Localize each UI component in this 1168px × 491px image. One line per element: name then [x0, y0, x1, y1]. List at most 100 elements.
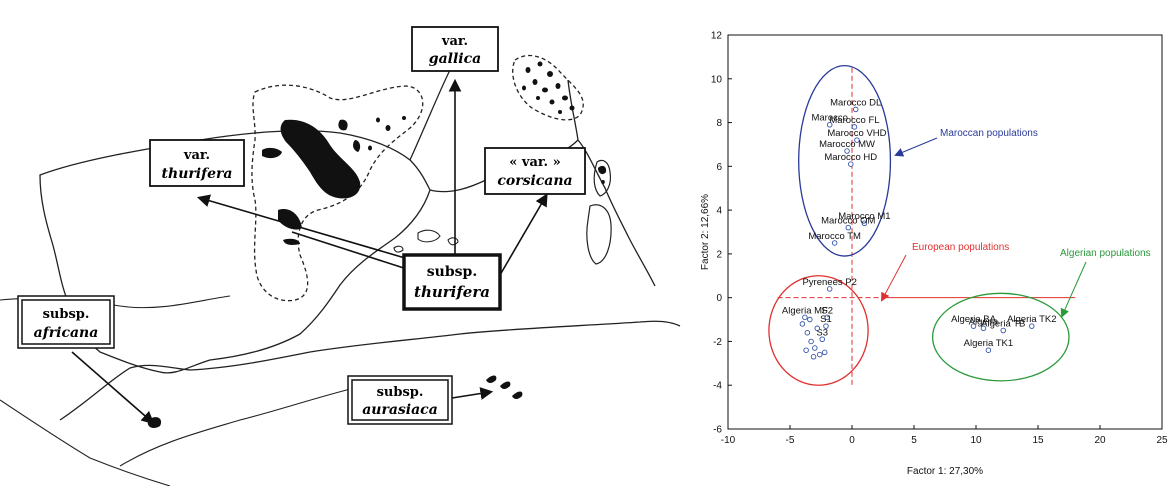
label-var-corsicana: « var. » corsicana — [484, 147, 586, 195]
data-point — [807, 316, 813, 323]
label-prefix: subsp. — [427, 264, 477, 280]
data-point — [848, 161, 854, 167]
balearic-islands — [393, 229, 459, 253]
x-tick-label: 15 — [1032, 435, 1044, 446]
arrow-to-africana-range — [71, 351, 155, 425]
x-tick-label: 20 — [1094, 435, 1106, 446]
group-ellipse — [931, 292, 1070, 382]
label-name: africana — [34, 325, 99, 341]
thurifera-patch — [338, 119, 348, 131]
y-tick-label: -2 — [713, 337, 722, 348]
y-tick-label: 6 — [716, 162, 722, 173]
x-tick-label: 5 — [911, 435, 917, 446]
y-tick-label: 12 — [711, 31, 723, 42]
x-tick-label: -10 — [721, 435, 736, 446]
point-label: Marocco M1 — [838, 211, 890, 222]
group-label: Algerian populations — [1060, 248, 1151, 259]
group-ellipse — [768, 275, 869, 386]
data-point — [826, 286, 833, 292]
point-label: Algeria TK2 — [1007, 314, 1056, 325]
reference-lines — [777, 67, 1076, 386]
data-point — [844, 148, 850, 154]
label-prefix: subsp. — [43, 307, 90, 322]
point-label: Algeria MF — [782, 305, 828, 316]
data-point — [852, 106, 859, 113]
label-prefix: « var. » — [509, 155, 560, 170]
data-point — [1000, 327, 1007, 334]
corsicana-patch — [601, 180, 605, 184]
thurifera-patch — [283, 238, 300, 245]
y-tick-label: 8 — [716, 118, 722, 129]
label-name: aurasiaca — [362, 402, 438, 418]
y-tick-label: 4 — [716, 206, 722, 217]
label-name: thurifera — [162, 166, 233, 182]
x-axis-label: Factor 1: 27,30% — [907, 466, 983, 477]
data-point — [970, 323, 977, 329]
data-point — [819, 336, 825, 343]
data-point — [845, 224, 852, 231]
x-tick-label: 0 — [849, 435, 855, 446]
data-point — [810, 354, 817, 360]
group-label-arrow — [1060, 261, 1087, 318]
point-label: Marocco MW — [819, 139, 875, 150]
data-point — [1029, 323, 1035, 329]
y-tick-label: -4 — [713, 381, 722, 392]
corsica-island — [593, 159, 612, 197]
y-tick-label: -6 — [713, 425, 722, 436]
label-var-thurifera: var. thurifera — [149, 139, 245, 187]
label-prefix: subsp. — [377, 385, 424, 400]
x-axis: -10 -5 0 5 10 15 20 25 — [721, 425, 1168, 446]
data-point — [831, 240, 838, 246]
arrow-to-thurifera-range — [291, 231, 411, 271]
data-point — [808, 338, 814, 345]
point-label: Pyrenees P2 — [802, 277, 856, 288]
label-prefix: var. — [441, 34, 468, 49]
thurifera-patch — [262, 147, 282, 159]
label-var-gallica: var. gallica — [411, 26, 499, 72]
thurifera-patch — [368, 145, 372, 151]
point-label: Marocco OM — [821, 216, 875, 227]
thurifera-patch — [278, 209, 302, 230]
point-label: Marocco — [811, 113, 847, 124]
data-point — [980, 325, 987, 332]
data-point — [817, 351, 823, 358]
label-name: corsicana — [497, 173, 572, 189]
corsicana-patch — [598, 165, 607, 175]
x-tick-label: -5 — [786, 435, 795, 446]
data-point — [799, 321, 806, 327]
point-label: Marocco TM — [808, 231, 861, 242]
data-point — [851, 124, 858, 130]
north-africa-coastline — [59, 320, 681, 421]
atlas-range — [119, 383, 371, 467]
data-point — [802, 314, 808, 321]
arrow-to-corsicana — [499, 193, 548, 276]
point-label: Algeria TK1 — [964, 338, 1013, 349]
label-subsp-africana: subsp. africana — [17, 295, 115, 349]
y-tick-label: 0 — [716, 293, 722, 304]
gallica-range-outline — [512, 55, 584, 121]
plot-frame — [727, 34, 1163, 430]
data-point — [804, 329, 811, 336]
group-ellipse — [798, 64, 892, 257]
label-name: gallica — [429, 51, 481, 67]
point-label: Algeria — [969, 316, 999, 327]
group-label: European populations — [912, 242, 1009, 253]
y-tick-label: 2 — [716, 249, 722, 260]
thurifera-patch — [402, 116, 406, 120]
data-point — [823, 323, 829, 329]
point-label: S3 — [816, 327, 828, 338]
group-label-arrow — [881, 254, 907, 302]
y-tick-label: 10 — [711, 74, 723, 85]
data-point — [985, 347, 992, 353]
point-label: Algeria BA — [951, 314, 997, 325]
group-label: Maroccan populations — [940, 128, 1038, 139]
group-ellipses — [768, 64, 1070, 386]
arrow-to-aurasiaca-range — [451, 387, 494, 400]
thurifera-range-outline — [251, 84, 424, 302]
y-axis-label: Factor 2: 12,66% — [700, 194, 711, 270]
thurifera-patch — [376, 117, 380, 123]
aurasiaca-patch — [512, 391, 523, 399]
